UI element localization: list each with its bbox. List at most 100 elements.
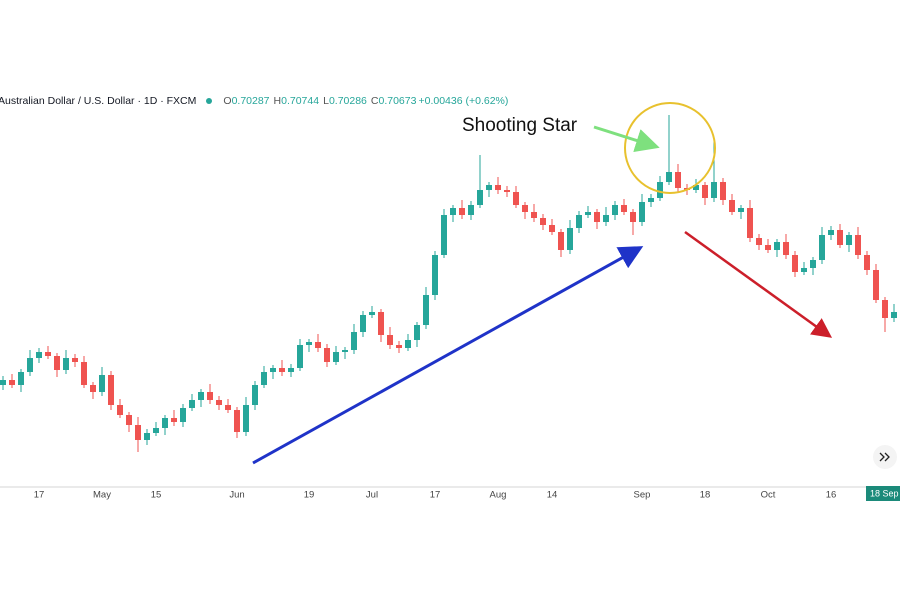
candle-body [324, 348, 330, 362]
candle-body [432, 255, 438, 295]
candle-body [81, 362, 87, 385]
legend-key: O [223, 95, 232, 107]
legend-value: 0.70673 [378, 95, 417, 107]
candle-body [756, 238, 762, 245]
candle-body [639, 202, 645, 222]
annotation: Shooting Star [462, 115, 578, 136]
candle-body [144, 433, 150, 440]
candle-body [45, 352, 51, 356]
candle-body [171, 418, 177, 422]
candle-body [774, 242, 780, 250]
x-tick-label: 14 [547, 490, 558, 501]
candle-body [675, 172, 681, 188]
candle-body [99, 375, 105, 392]
candle-body [549, 225, 555, 232]
candle-body [306, 342, 312, 345]
candle-body [153, 428, 159, 433]
candle-body [801, 268, 807, 272]
candle-body [612, 205, 618, 215]
legend-value: 0.70744 [281, 95, 320, 107]
candle-body [891, 312, 897, 318]
scroll-button[interactable] [873, 445, 897, 469]
candle-body [279, 368, 285, 372]
candle-body [9, 380, 15, 385]
x-tick-label: Sep [634, 490, 651, 501]
candle-body [225, 405, 231, 410]
candle-body [234, 410, 240, 432]
candles [0, 115, 897, 452]
candle-body [63, 358, 69, 370]
candle-body [297, 345, 303, 368]
candle-body [738, 208, 744, 212]
candle-body [54, 356, 60, 370]
status-dot [206, 98, 213, 104]
candle-body [621, 205, 627, 212]
candle-body [36, 352, 42, 358]
candle-body [405, 340, 411, 348]
candle-body [72, 358, 78, 362]
candle-body [135, 425, 141, 440]
candle-body [594, 212, 600, 222]
candle-body [117, 405, 123, 415]
candle-body [666, 172, 672, 182]
crosshair-label: 18 Sep '2 [870, 488, 900, 498]
x-tick-label: 15 [151, 490, 162, 501]
candle-body [585, 212, 591, 215]
candle-body [27, 358, 33, 372]
highlight-circle [624, 102, 716, 194]
uptrend-arrow [252, 246, 644, 465]
candle-body [702, 185, 708, 198]
x-tick-label: Aug [490, 490, 507, 501]
candle-body [396, 345, 402, 348]
candle-body [180, 408, 186, 422]
candle-body [108, 375, 114, 405]
x-tick-label: 17 [34, 490, 45, 501]
candle-body [729, 200, 735, 212]
candle-body [783, 242, 789, 255]
legend-key: C [370, 95, 379, 107]
candle-body [414, 325, 420, 340]
candle-body [747, 208, 753, 238]
downtrend-arrow [684, 230, 833, 338]
candle-body [423, 295, 429, 325]
x-tick-label: Jun [229, 490, 244, 501]
candle-body [540, 218, 546, 225]
candle-body [288, 368, 294, 372]
candle-body [864, 255, 870, 270]
candle-body [387, 335, 393, 345]
candle-body [603, 215, 609, 222]
legend-change: +0.00436 (+0.62%) [418, 95, 509, 107]
legend-key: H [273, 95, 282, 107]
candle-body [0, 380, 6, 385]
candle-body [792, 255, 798, 272]
legend-value: 0.70286 [328, 95, 367, 107]
candle-body [693, 185, 699, 190]
symbol-header: Australian Dollar / U.S. Dollar · 1D · F… [0, 95, 510, 107]
candle-body [486, 185, 492, 190]
candle-body [873, 270, 879, 300]
candle-body [216, 400, 222, 405]
candle-body [567, 228, 573, 250]
candle-body [270, 368, 276, 372]
x-tick-label: 17 [430, 490, 441, 501]
x-tick-label: May [93, 490, 111, 501]
scroll-icon[interactable] [879, 452, 890, 462]
candle-body [828, 230, 834, 235]
candle-body [450, 208, 456, 215]
candle-body [477, 190, 483, 205]
candle-body [504, 190, 510, 192]
candle-body [531, 212, 537, 218]
candle-body [342, 350, 348, 352]
candle-body [855, 235, 861, 255]
candle-body [252, 385, 258, 405]
candle-body [882, 300, 888, 318]
candle-body [459, 208, 465, 215]
candle-body [513, 192, 519, 205]
candle-body [369, 312, 375, 315]
x-tick-label: Jul [366, 490, 378, 501]
legend-value: 0.70287 [231, 95, 270, 107]
candle-body [810, 260, 816, 268]
x-tick-label: Oct [761, 490, 776, 501]
